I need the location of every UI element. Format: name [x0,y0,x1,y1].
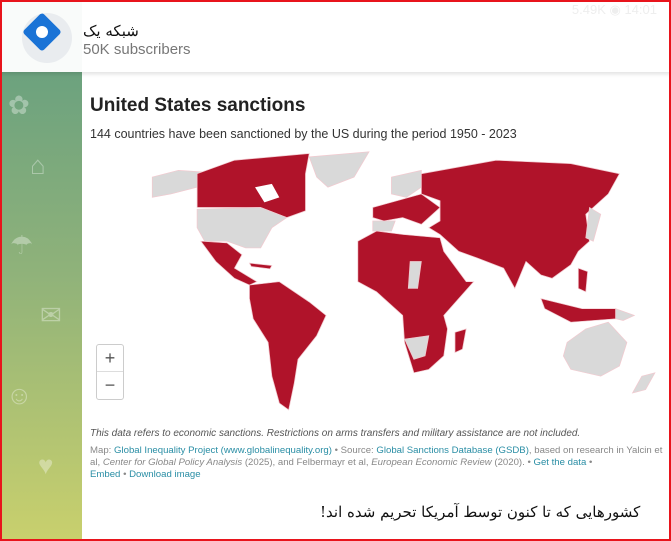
doodle-icon: ♥ [38,450,54,480]
subscriber-count: 50K subscribers [83,41,191,58]
doodle-icon: ⌂ [30,150,46,180]
source-text: , based on research in Yalcin et al, [90,445,663,468]
source-label: • Source: [331,445,374,456]
channel-name: شبکه یک [83,22,139,40]
region-chad [407,261,422,289]
embed-link[interactable]: Embed [90,469,121,480]
zoom-out-button[interactable]: − [104,375,116,395]
get-data-link[interactable]: Get the data [533,457,587,468]
region-europe [372,193,441,225]
channel-logo-icon [22,13,62,52]
region-japan [585,206,602,242]
region-africa [357,230,475,374]
region-caribbean [248,262,273,270]
journal-name: Center for Global Policy Analysis [102,457,243,468]
views-time: 5.49K ◉ 14:01 [571,2,657,17]
region-southern-africa [404,335,430,360]
download-image-link[interactable]: Download image [129,469,201,480]
region-new-zealand [631,372,656,394]
map-label: Map: [90,445,112,456]
map-zoom-control: + − [96,344,124,400]
doodle-icon: ✿ [8,90,30,120]
separator: • [586,457,593,468]
region-central-america [200,240,258,286]
journal-name: European Economic Review [371,457,492,468]
view-count: 5.49K [571,2,606,17]
gsdb-link[interactable]: Global Sanctions Database (GSDB) [376,445,529,456]
chat-background: ✿ ⌂ ☂ ✉ ☺ ♥ [0,0,82,541]
message-caption: کشورهایی که تا کنون توسط آمریکا تحریم شد… [320,503,641,521]
separator: • [120,469,130,480]
region-iberia [372,220,396,232]
region-asia [420,159,620,290]
region-madagascar [454,328,467,354]
zoom-in-button[interactable]: + [97,345,123,372]
doodle-icon: ☂ [10,230,34,260]
region-greenland [308,151,370,188]
region-south-america [249,281,327,411]
map-source: Map: Global Inequality Project (www.glob… [90,445,665,481]
region-canada [196,153,310,218]
source-text: (2025), and Felbermayr et al, [242,457,372,468]
source-text: (2020). • [491,457,534,468]
map-title: United States sanctions [90,95,306,116]
map-subtitle: 144 countries have been sanctioned by th… [90,127,517,141]
doodle-icon: ☺ [6,380,33,410]
region-philippines [577,267,589,293]
region-hudson-bay [255,183,280,203]
region-indonesia [540,298,617,323]
global-inequality-link[interactable]: Global Inequality Project (www.globaline… [114,445,332,456]
region-australia [562,321,628,377]
channel-avatar[interactable] [22,13,72,63]
channel-header[interactable]: شبکه یک 50K subscribers 5.49K ◉ 14:01 [0,0,671,72]
map-note: This data refers to economic sanctions. … [90,428,581,439]
doodle-icon: ✉ [40,300,62,330]
region-united-states [196,207,288,249]
region-papua [615,308,636,321]
region-scandinavia [391,169,422,198]
timestamp: 14:01 [624,2,657,17]
world-map[interactable] [85,140,671,420]
